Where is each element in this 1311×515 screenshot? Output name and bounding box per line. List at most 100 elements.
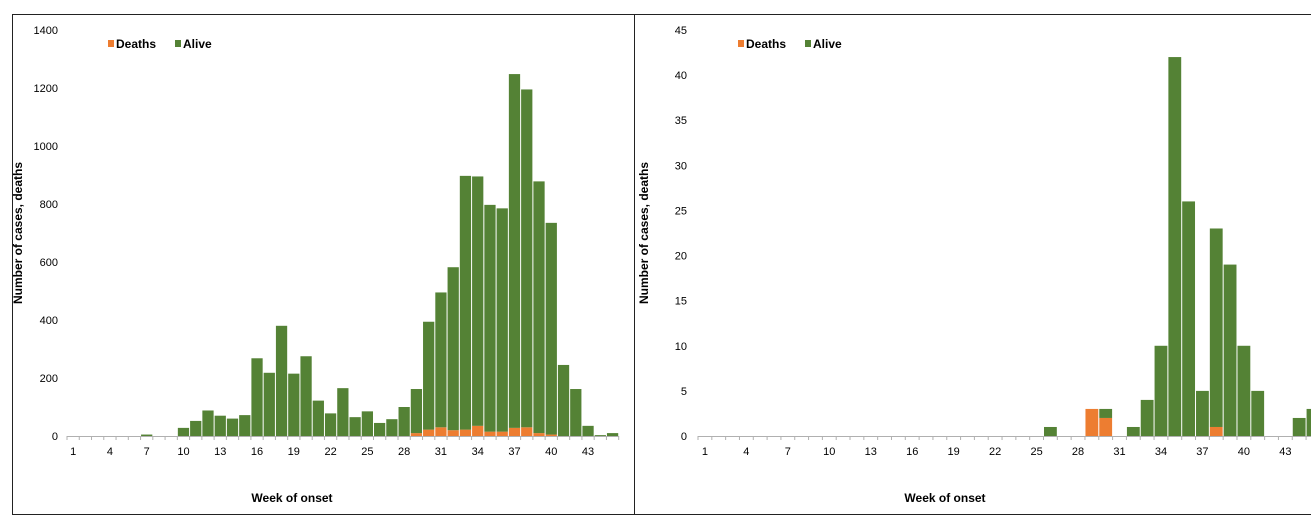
bar-deaths-week-36 [496, 431, 508, 436]
x-tick-label: 43 [582, 446, 594, 458]
legend-label-deaths: Deaths [116, 37, 156, 51]
legend: Deaths Alive [108, 37, 212, 51]
x-tick-label: 31 [435, 446, 447, 458]
bar-alive-week-18 [275, 325, 288, 436]
x-tick-label: 16 [251, 446, 263, 458]
left-chart-panel: 0 200 400 600 800 1000 1200 1400 Number of cases… [12, 14, 635, 515]
x-tick-label: 40 [545, 446, 557, 458]
bar-alive-week-44 [1292, 417, 1306, 436]
bar-alive-week-11 [190, 420, 202, 436]
bar-deaths-week-29 [1085, 408, 1099, 436]
bar-deaths-week-33 [459, 429, 472, 436]
bar-alive-week-32 [447, 267, 459, 431]
bar-alive-week-10 [177, 427, 190, 436]
bar-alive-week-38 [1209, 228, 1223, 427]
x-tick-label: 7 [144, 446, 150, 458]
bar-alive-week-24 [349, 417, 361, 436]
legend-swatch-alive [805, 40, 811, 47]
bar-alive-week-42 [570, 389, 582, 436]
bar-alive-week-30 [1099, 408, 1113, 418]
y-tick-label: 15 [675, 296, 687, 308]
bar-alive-week-34 [1154, 345, 1168, 436]
y-tick-label: 800 [40, 199, 58, 211]
x-tick-label: 1 [702, 446, 708, 458]
bar-alive-week-26 [1044, 426, 1057, 436]
y-tick-label: 1000 [34, 141, 58, 153]
bar-alive-week-29 [410, 389, 423, 434]
bar-alive-week-45 [1306, 408, 1311, 436]
bar-alive-week-14 [226, 418, 239, 436]
bar-deaths-week-38 [521, 427, 533, 436]
x-axis-title: Week of onset [904, 491, 985, 505]
bar-alive-week-19 [288, 373, 300, 436]
bar-alive-week-34 [472, 176, 484, 426]
x-tick-label: 28 [398, 446, 410, 458]
bar-alive-week-41 [557, 364, 570, 436]
x-tick-label: 34 [1155, 446, 1167, 458]
y-tick-label: 0 [681, 431, 687, 443]
bar-alive-week-35 [1168, 57, 1182, 437]
x-tick-label: 37 [508, 446, 520, 458]
bar-alive-week-23 [337, 388, 349, 436]
legend-swatch-alive [175, 40, 181, 47]
x-tick-label: 4 [107, 446, 113, 458]
bar-deaths-week-40 [545, 434, 557, 436]
bar-alive-week-31 [435, 292, 447, 428]
legend-swatch-deaths [108, 40, 114, 47]
bar-alive-week-17 [263, 372, 275, 436]
x-tick-label: 40 [1238, 446, 1250, 458]
bar-alive-week-45 [606, 433, 619, 436]
chart-subset-cases: 0 5 10 15 20 25 30 35 40 45 Number of cases, death… [637, 25, 1311, 505]
bar-deaths-week-30 [1099, 417, 1113, 436]
x-tick-label: 28 [1072, 446, 1084, 458]
bar-alive-week-36 [496, 208, 508, 432]
bar-alive-week-12 [202, 410, 214, 436]
y-tick-label: 5 [681, 386, 687, 398]
x-tick-label: 4 [743, 446, 749, 458]
y-axis-title: Number of cases, deaths [637, 162, 651, 304]
x-tick-label: 37 [1196, 446, 1208, 458]
y-tick-label: 200 [40, 373, 58, 385]
y-tick-label: 35 [675, 115, 687, 127]
bar-alive-week-39 [1223, 264, 1237, 436]
bar-alive-week-32 [1126, 426, 1140, 436]
x-tick-label: 31 [1113, 446, 1125, 458]
bar-alive-week-33 [459, 175, 472, 430]
bar-alive-week-30 [423, 321, 435, 430]
bar-alive-week-38 [521, 89, 533, 428]
bar-alive-week-36 [1182, 201, 1196, 436]
bar-alive-week-39 [533, 181, 545, 434]
x-tick-label: 25 [361, 446, 373, 458]
y-tick-label: 0 [52, 431, 58, 443]
x-tick-label: 43 [1279, 446, 1291, 458]
legend-swatch-deaths [738, 40, 744, 47]
y-tick-label: 600 [40, 257, 58, 269]
bar-alive-week-27 [386, 419, 398, 436]
bar-alive-week-22 [324, 413, 337, 436]
bar-alive-week-35 [484, 204, 496, 432]
y-axis-title: Number of cases, deaths [13, 162, 25, 304]
bar-alive-week-13 [214, 415, 226, 436]
bar-alive-week-40 [1237, 345, 1251, 436]
x-tick-label: 13 [214, 446, 226, 458]
bar-alive-week-16 [251, 358, 263, 436]
x-tick-label: 13 [865, 446, 877, 458]
y-tick-label: 20 [675, 251, 687, 263]
bar-alive-week-25 [361, 411, 373, 436]
bar-alive-week-20 [300, 356, 312, 436]
right-chart-panel: 0 5 10 15 20 25 30 35 40 45 Number of cases, death… [634, 14, 1311, 515]
bar-deaths-week-38 [1209, 426, 1223, 436]
x-tick-label: 16 [906, 446, 918, 458]
x-tick-label: 10 [823, 446, 835, 458]
y-tick-label: 30 [675, 160, 687, 172]
bar-deaths-week-32 [447, 430, 459, 436]
x-tick-label: 10 [177, 446, 189, 458]
legend-label-deaths: Deaths [746, 37, 786, 51]
chart-all-cases: 0 200 400 600 800 1000 1200 1400 Number of cases… [13, 25, 620, 505]
x-axis-title: Week of onset [251, 491, 332, 505]
y-tick-label: 25 [675, 205, 687, 217]
y-tick-label: 1200 [34, 83, 58, 95]
bar-alive-week-40 [545, 222, 557, 435]
y-tick-label: 1400 [34, 25, 58, 37]
y-tick-label: 45 [675, 25, 687, 37]
